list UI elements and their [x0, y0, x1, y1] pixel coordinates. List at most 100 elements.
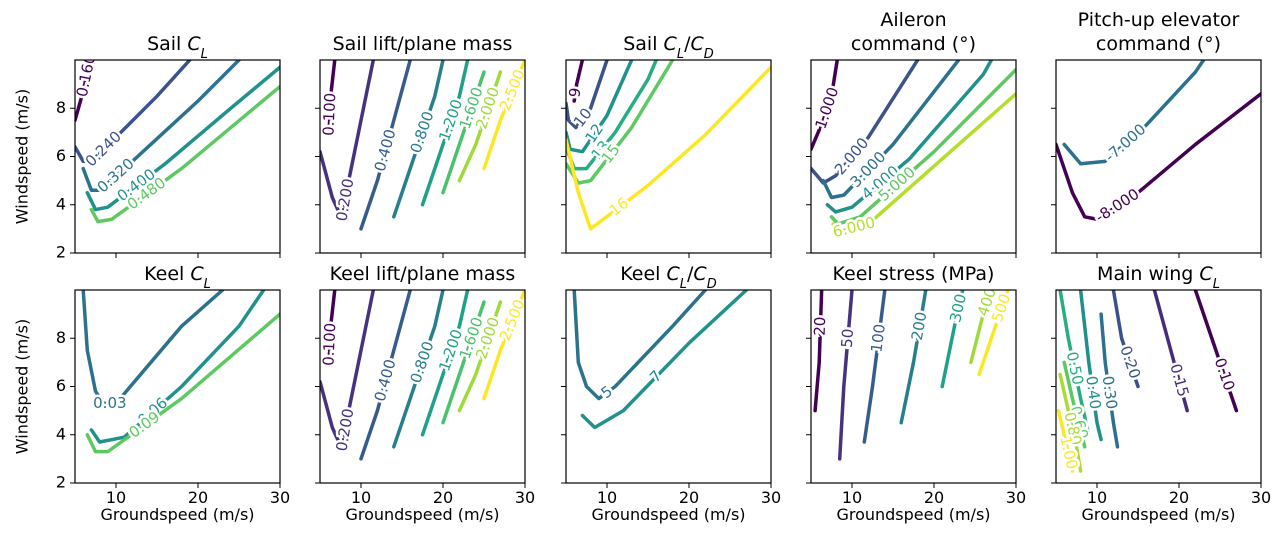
- contour-line: [940, 290, 965, 389]
- subplot: Main wing CL0.100.150.200.300.400.500.60…: [1051, 263, 1271, 524]
- title-part: /: [687, 263, 694, 285]
- title-part: Sail: [147, 33, 187, 55]
- contour-label: 0.200: [332, 177, 357, 222]
- x-tick-label: 30: [515, 488, 535, 507]
- contour-line: [1056, 92, 1261, 221]
- title-part: Keel: [620, 263, 666, 285]
- x-tick-label: 10: [597, 488, 617, 507]
- contour-label: 20: [811, 316, 830, 336]
- x-axis-label: Groundspeed (m/s): [100, 505, 254, 524]
- x-tick-label: 20: [679, 488, 699, 507]
- contour-line: [320, 290, 376, 451]
- contour-line: [811, 60, 839, 152]
- contours: -8.000 -7.000: [1056, 60, 1261, 229]
- x-tick-label: 30: [1251, 488, 1271, 507]
- contour-line: [392, 60, 445, 219]
- contour-line: [85, 65, 280, 212]
- subplot-title: command (°): [851, 33, 976, 55]
- contour-label: 0.03: [93, 394, 126, 412]
- contour-label: -7.000: [1101, 120, 1149, 165]
- contour-label: 0.15: [1166, 362, 1192, 399]
- contour-line: [359, 60, 412, 231]
- x-tick-label: 10: [106, 488, 126, 507]
- contour-line: [813, 290, 824, 413]
- subplot-title: Keel CL/CD: [620, 263, 716, 292]
- title-part: Sail lift/plane mass: [333, 33, 513, 55]
- title-part: Sail: [623, 33, 663, 55]
- contour-line: [420, 290, 470, 437]
- contour-line: [811, 60, 920, 185]
- title-part: Pitch-up elevator: [1078, 9, 1240, 31]
- title-part: D: [704, 47, 714, 62]
- contour-line: [899, 290, 928, 425]
- contour-label: 0.400: [371, 127, 400, 173]
- contour-line: [825, 60, 994, 214]
- contour-label: -8.000: [1092, 185, 1142, 226]
- y-tick-label: 8: [56, 98, 66, 117]
- contour-label: 100: [867, 323, 888, 354]
- contour-label: 6.000: [831, 213, 877, 241]
- title-part: command (°): [851, 33, 976, 55]
- contour-line: [392, 290, 445, 449]
- contour-label: 0.100: [319, 92, 339, 136]
- contour-line: [580, 290, 749, 430]
- contour-line: [1193, 290, 1239, 413]
- title-part: C: [1199, 263, 1213, 285]
- title-part: Keel: [144, 263, 190, 285]
- x-tick-label: 20: [1169, 488, 1189, 507]
- contour-label: 0.800: [407, 339, 438, 385]
- contour-line: [572, 290, 708, 401]
- contour-line: [359, 290, 412, 461]
- y-tick-label: 2: [56, 243, 66, 262]
- contour-line: [441, 300, 486, 425]
- contour-line: [1056, 408, 1075, 473]
- subplot-title: command (°): [1096, 33, 1221, 55]
- x-tick-label: 30: [761, 488, 781, 507]
- x-axis-label: Groundspeed (m/s): [591, 505, 745, 524]
- contour-line: [1078, 290, 1103, 442]
- title-part: Aileron: [880, 9, 946, 31]
- x-axis-label: Groundspeed (m/s): [345, 505, 499, 524]
- y-tick-label: 4: [56, 424, 66, 443]
- title-part: C: [190, 263, 204, 285]
- title-part: L: [680, 277, 687, 292]
- contour-line: [457, 70, 503, 183]
- contour-line: [969, 290, 994, 365]
- y-tick-label: 6: [56, 376, 66, 395]
- contour-line: [75, 60, 92, 123]
- contour-line: [566, 65, 771, 231]
- x-axis-label: Groundspeed (m/s): [1081, 505, 1235, 524]
- contour-label: 200: [908, 310, 931, 341]
- contour-line: [1058, 290, 1091, 437]
- contour-line: [837, 290, 854, 461]
- x-tick-label: 30: [270, 488, 290, 507]
- title-part: C: [664, 33, 678, 55]
- subplot-title: Sail CL/CD: [623, 33, 714, 62]
- contour-line: [457, 300, 503, 413]
- title-part: L: [204, 277, 211, 292]
- contour-label: 300: [946, 292, 970, 324]
- contour-label: 50: [838, 328, 858, 349]
- contour-line: [327, 290, 337, 365]
- title-part: command (°): [1096, 33, 1221, 55]
- contours: 57: [572, 290, 749, 430]
- y-tick-label: 2: [56, 473, 66, 492]
- contour-label: 0.400: [371, 357, 400, 403]
- x-tick-label: 20: [188, 488, 208, 507]
- y-tick-label: 6: [56, 146, 66, 165]
- x-tick-label: 20: [924, 488, 944, 507]
- contour-line: [1062, 60, 1206, 166]
- contour-line: [1111, 290, 1140, 389]
- title-part: /: [684, 33, 691, 55]
- axes-frame: [1055, 59, 1262, 254]
- title-part: Keel lift/plane mass: [330, 263, 516, 285]
- y-axis-label: Windspeed (m/s): [13, 89, 32, 224]
